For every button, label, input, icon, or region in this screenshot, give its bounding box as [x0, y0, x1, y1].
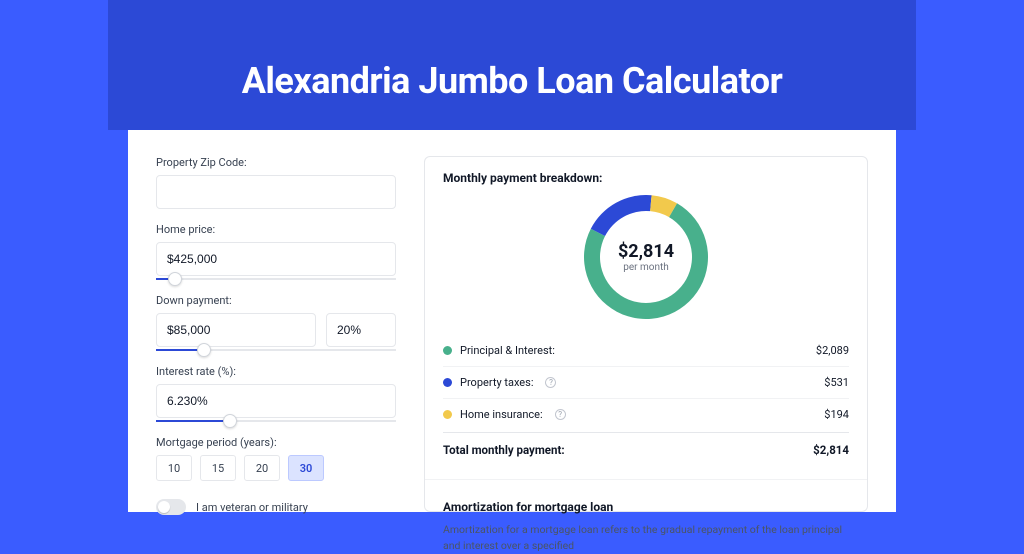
home-price-field: Home price:: [156, 223, 396, 280]
period-option-10[interactable]: 10: [156, 455, 192, 481]
breakdown-heading: Monthly payment breakdown:: [443, 171, 849, 185]
home-price-slider[interactable]: [156, 278, 396, 280]
legend-label: Home insurance:: [460, 408, 543, 421]
info-icon[interactable]: ?: [545, 377, 556, 388]
interest-slider[interactable]: [156, 420, 396, 422]
veteran-toggle[interactable]: [156, 499, 186, 515]
interest-input[interactable]: [156, 384, 396, 418]
legend-row: Property taxes:? $531: [443, 367, 849, 399]
page-title: Alexandria Jumbo Loan Calculator: [0, 60, 1024, 102]
period-label: Mortgage period (years):: [156, 436, 396, 449]
down-payment-field: Down payment:: [156, 294, 396, 351]
total-row: Total monthly payment: $2,814: [443, 432, 849, 471]
legend-row: Home insurance:? $194: [443, 399, 849, 430]
calculator-card: Property Zip Code: Home price: Down paym…: [128, 130, 896, 512]
legend-dot: [443, 378, 452, 387]
total-label: Total monthly payment:: [443, 443, 565, 457]
interest-field: Interest rate (%):: [156, 365, 396, 422]
total-value: $2,814: [813, 443, 849, 457]
legend-label: Principal & Interest:: [460, 344, 555, 357]
veteran-row: I am veteran or military: [156, 499, 396, 515]
legend-value: $194: [824, 408, 849, 421]
legend-dot: [443, 410, 452, 419]
down-payment-amount-input[interactable]: [156, 313, 316, 347]
period-option-30[interactable]: 30: [288, 455, 324, 481]
legend-dot: [443, 346, 452, 355]
period-option-20[interactable]: 20: [244, 455, 280, 481]
inputs-column: Property Zip Code: Home price: Down paym…: [156, 156, 396, 512]
donut-amount: $2,814: [618, 241, 674, 262]
legend-label: Property taxes:: [460, 376, 533, 389]
period-field: Mortgage period (years): 10 15 20 30: [156, 436, 396, 481]
home-price-input[interactable]: [156, 242, 396, 276]
donut-chart: $2,814 per month: [443, 195, 849, 319]
amortization-section: Amortization for mortgage loan Amortizat…: [443, 500, 849, 554]
zip-input[interactable]: [156, 175, 396, 209]
breakdown-column: Monthly payment breakdown: $2,814 per mo…: [424, 156, 868, 512]
amortization-body: Amortization for a mortgage loan refers …: [443, 522, 849, 554]
legend-value: $2,089: [816, 344, 849, 357]
legend-row: Principal & Interest: $2,089: [443, 335, 849, 367]
down-payment-slider[interactable]: [156, 349, 396, 351]
down-payment-percent-input[interactable]: [326, 313, 396, 347]
legend-value: $531: [824, 376, 849, 389]
zip-field: Property Zip Code:: [156, 156, 396, 209]
home-price-label: Home price:: [156, 223, 396, 236]
zip-label: Property Zip Code:: [156, 156, 396, 169]
interest-label: Interest rate (%):: [156, 365, 396, 378]
info-icon[interactable]: ?: [555, 409, 566, 420]
donut-sub: per month: [623, 262, 669, 273]
down-payment-label: Down payment:: [156, 294, 396, 307]
period-option-15[interactable]: 15: [200, 455, 236, 481]
